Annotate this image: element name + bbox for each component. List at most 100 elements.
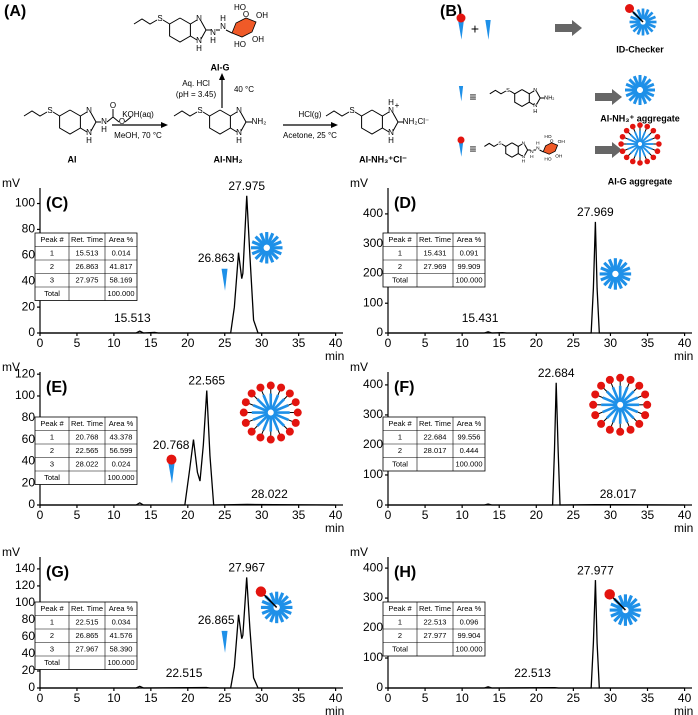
arrow-head [331,122,338,128]
x-tick-label: 0 [37,336,44,350]
icon-ball [277,433,286,442]
icon-ray [266,250,275,263]
table-cell: 0.014 [112,249,131,258]
table-cell: 2 [398,262,402,271]
atom-label: N [522,154,526,160]
table-cell: 100.000 [107,658,134,667]
atom-label: HO [234,40,246,49]
icon-ray [262,414,271,431]
x-tick-label: 0 [37,691,44,705]
atom-label: H [388,136,394,145]
x-tick-label: 25 [567,508,581,522]
icon-ball [616,373,625,382]
atom-label: S [197,106,202,115]
icon-ray [622,404,639,414]
x-axis-label: min [325,704,344,715]
x-tick-label: 0 [37,508,44,522]
y-axis-label: mV [2,545,20,559]
icon-ray [278,607,292,615]
peak-label: 15.513 [114,311,151,325]
equiv: ≡ [469,90,476,104]
y-tick-label: 20 [22,663,36,677]
icon-ray [262,394,271,411]
bond [162,19,170,25]
icon-ray [607,276,616,290]
icon-ray [617,594,626,608]
chromatogram-trace [40,195,336,334]
icon-ray [610,609,624,618]
icon-ray [621,406,635,420]
atom-label: N [86,106,92,115]
chromatogram-trace [388,221,685,334]
icon-ray [261,599,275,608]
bond [230,127,238,133]
icon-ray [627,138,639,145]
icon-ball [643,400,652,409]
x-tick-label: 30 [604,691,618,705]
x-tick-label: 20 [530,691,544,705]
atom-label: S [506,88,510,94]
atom-label: OH [256,11,268,20]
atom-label: H [101,125,107,134]
icon-ray [625,82,638,91]
atom-label: H [536,141,540,147]
icon-label: AI-NH₃⁺ aggregate [600,113,679,123]
icon-ball [644,158,651,165]
icon-ray [261,607,275,615]
icon-ray [641,78,652,89]
table-cell: 0.024 [112,460,131,469]
icon-ball [641,411,650,420]
x-tick-label: 35 [292,691,306,705]
table-cell: 100.000 [107,289,134,298]
table-cell: Area % [457,419,482,428]
icon-ray [627,609,641,618]
table-cell: 100.000 [107,473,134,482]
atom-label: H [533,109,537,115]
table-frame [34,416,138,485]
y-tick-label: 80 [22,612,36,626]
bond [382,127,390,133]
icon-ray [611,407,621,423]
y-tick-label: 60 [22,247,36,261]
atom-label: + [395,101,400,110]
bond [517,143,523,147]
table-cell: 99.904 [458,631,481,640]
bond [361,109,383,135]
table-cell: 2 [50,446,54,455]
icon-ball [285,427,294,436]
y-tick-label: 400 [363,560,383,574]
atom-label: OH [555,153,563,159]
icon-ray [617,266,631,275]
atom-label: N [210,28,216,37]
atom-label: N [533,88,537,94]
y-tick-label: 60 [22,629,36,643]
x-tick-label: 5 [74,508,81,522]
y-tick-label: 400 [363,377,383,391]
icon-ray [615,258,623,272]
condition: Acetone, 25 °C [283,131,337,140]
icon-ray [252,404,269,413]
peak-label: 27.975 [228,179,265,193]
table-cell: Area % [457,604,482,613]
table-cell: 100.000 [455,460,482,469]
atom-label: H [196,44,202,53]
icon-ray [603,275,615,287]
x-tick-label: 35 [641,508,655,522]
atom-label: H [388,98,394,107]
x-tick-label: 30 [255,508,269,522]
x-tick-label: 30 [604,336,618,350]
table-cell: 27.967 [76,645,99,654]
y-tick-label: 200 [363,620,383,634]
bond [112,116,120,123]
bond [382,111,390,117]
table-cell: Total [44,289,60,298]
icon-ray [630,15,642,23]
icon-ray [629,144,640,155]
x-tick-label: 10 [107,336,121,350]
peak-label: 28.022 [251,487,288,501]
table-cell: 2 [50,262,54,271]
table-cell: 1 [398,433,402,442]
peak-label: 27.967 [228,561,265,575]
